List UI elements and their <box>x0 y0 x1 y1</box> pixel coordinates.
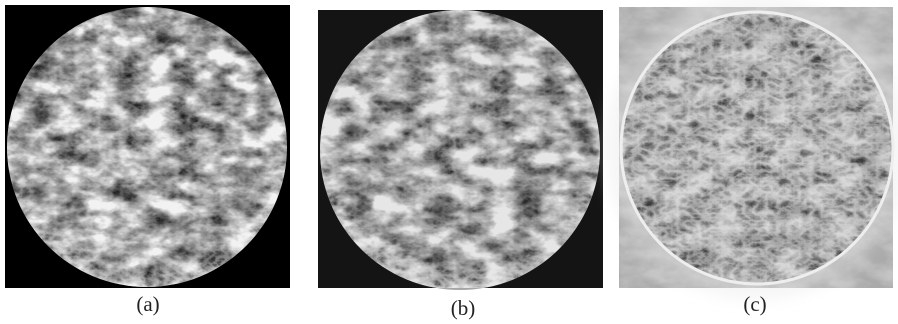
panel-b-image <box>318 10 603 290</box>
panel-label: (b) <box>451 296 476 320</box>
panel-c-image <box>617 7 897 288</box>
panel-label: (c) <box>743 292 766 316</box>
panel-label: (a) <box>136 292 159 316</box>
figure: (a) (b) (c) <box>0 0 898 324</box>
panel-a-image <box>5 5 290 288</box>
